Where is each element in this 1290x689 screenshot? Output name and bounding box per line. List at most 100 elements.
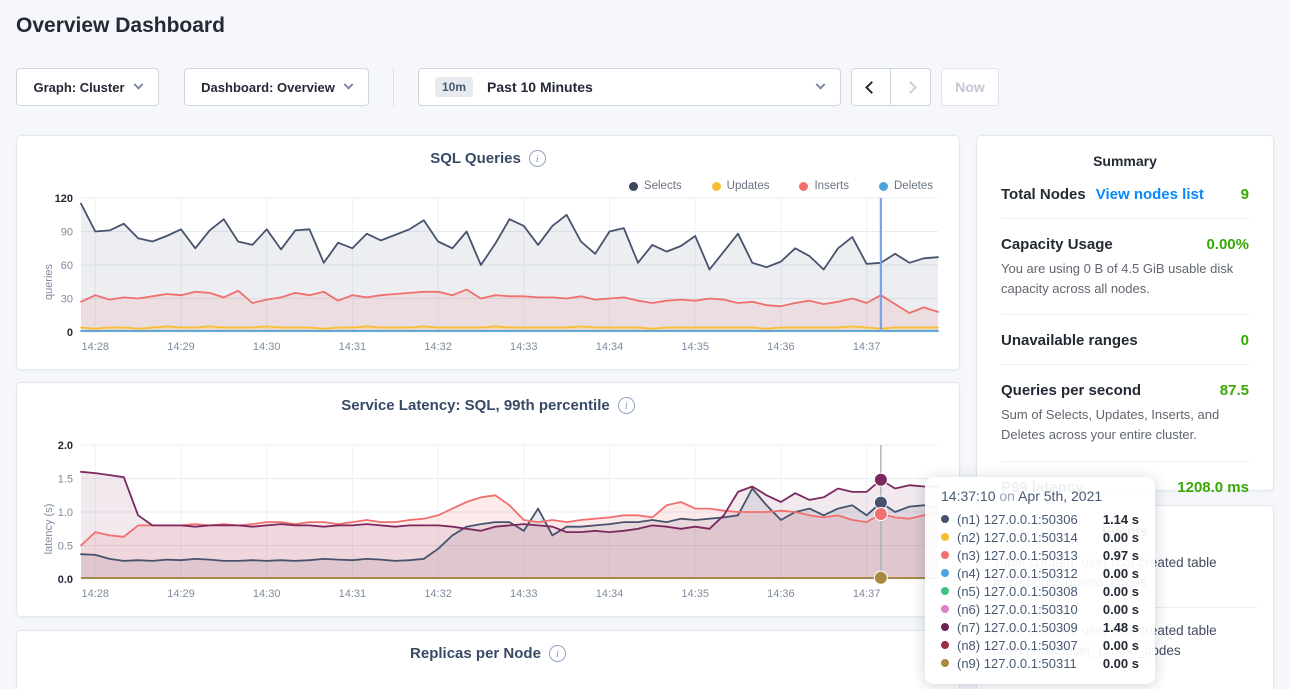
tooltip-node-value: 0.00 s: [1103, 566, 1139, 581]
svg-text:14:37: 14:37: [853, 588, 881, 600]
node-color-dot-icon: [941, 623, 949, 631]
svg-text:90: 90: [61, 227, 73, 239]
chevron-down-icon: [816, 79, 826, 89]
summary-label: Unavailable ranges: [1001, 332, 1138, 349]
tooltip-node-row: (n8) 127.0.0.1:50307 0.00 s: [941, 636, 1139, 654]
time-range-label: Past 10 Minutes: [487, 79, 593, 95]
time-next-button[interactable]: [891, 68, 931, 106]
tooltip-node-value: 1.48 s: [1103, 620, 1139, 635]
summary-value: 9: [1241, 186, 1249, 203]
tooltip-node-value: 0.00 s: [1103, 584, 1139, 599]
sql-queries-panel: SQL Queries i SelectsUpdatesInsertsDelet…: [16, 135, 960, 370]
sql-queries-chart-title: SQL Queries: [430, 150, 521, 167]
svg-text:14:35: 14:35: [681, 588, 709, 600]
svg-text:1.5: 1.5: [58, 474, 73, 486]
tooltip-node-row: (n2) 127.0.0.1:503140.00 s: [941, 528, 1139, 546]
summary-row-capacity-usage: Capacity Usage 0.00% You are using 0 B o…: [1001, 219, 1249, 315]
svg-text:0: 0: [67, 327, 73, 339]
time-prev-button[interactable]: [851, 68, 891, 106]
node-color-dot-icon: [941, 587, 949, 595]
sql-queries-chart: queries 030609012014:2814:2914:3014:3114…: [35, 188, 945, 361]
dashboard-dropdown-label: Dashboard: Overview: [201, 80, 335, 95]
time-range-badge: 10m: [435, 77, 473, 97]
tooltip-node-row: (n1) 127.0.0.1:503061.14 s: [941, 510, 1139, 528]
page-title: Overview Dashboard: [16, 14, 225, 38]
tooltip-node-label: (n3) 127.0.0.1:50313: [957, 548, 1078, 563]
svg-text:14:33: 14:33: [510, 588, 538, 600]
time-range-dropdown[interactable]: 10m Past 10 Minutes: [418, 68, 841, 106]
svg-text:14:37: 14:37: [853, 341, 881, 353]
chart-hover-tooltip: 14:37:10 on Apr 5th, 2021 (n1) 127.0.0.1…: [925, 477, 1155, 684]
tooltip-timestamp: 14:37:10 on Apr 5th, 2021: [941, 488, 1139, 504]
summary-row-total-nodes: Total Nodes View nodes list 9: [1001, 169, 1249, 219]
replicas-per-node-panel: Replicas per Node i: [16, 630, 960, 689]
svg-text:1.0: 1.0: [58, 507, 73, 519]
summary-desc: You are using 0 B of 4.5 GiB usable disk…: [1001, 259, 1249, 299]
chevron-right-icon: [904, 81, 917, 94]
svg-text:14:28: 14:28: [82, 588, 110, 600]
dashboard-dropdown[interactable]: Dashboard: Overview: [184, 68, 369, 106]
tooltip-node-row: (n4) 127.0.0.1:50312 0.00 s: [941, 564, 1139, 582]
node-color-dot-icon: [941, 551, 949, 559]
graph-dropdown[interactable]: Graph: Cluster: [16, 68, 159, 106]
summary-value: 0.00%: [1206, 236, 1249, 253]
tooltip-node-label: (n7) 127.0.0.1:50309: [957, 620, 1078, 635]
tooltip-node-value: 1.14 s: [1103, 512, 1139, 527]
svg-text:14:30: 14:30: [253, 588, 281, 600]
tooltip-node-label: (n8) 127.0.0.1:50307: [957, 638, 1078, 653]
summary-label: Queries per second: [1001, 382, 1141, 399]
svg-text:120: 120: [55, 193, 73, 205]
chevron-left-icon: [865, 81, 878, 94]
summary-header: Summary: [977, 136, 1273, 169]
info-icon[interactable]: i: [529, 150, 546, 167]
tooltip-node-row: (n3) 127.0.0.1:503130.97 s: [941, 546, 1139, 564]
view-nodes-list-link[interactable]: View nodes list: [1096, 186, 1204, 203]
svg-text:60: 60: [61, 260, 73, 272]
svg-text:2.0: 2.0: [58, 440, 73, 452]
svg-text:14:29: 14:29: [167, 588, 195, 600]
tooltip-node-label: (n5) 127.0.0.1:50308: [957, 584, 1078, 599]
node-color-dot-icon: [941, 659, 949, 667]
summary-value: 0: [1241, 332, 1249, 349]
info-icon[interactable]: i: [549, 645, 566, 662]
node-color-dot-icon: [941, 641, 949, 649]
summary-row-queries-per-second: Queries per second 87.5 Sum of Selects, …: [1001, 365, 1249, 461]
tooltip-node-value: 0.00 s: [1103, 602, 1139, 617]
tooltip-node-label: (n4) 127.0.0.1:50312: [957, 566, 1078, 581]
summary-row-unavailable-ranges: Unavailable ranges 0: [1001, 315, 1249, 365]
node-color-dot-icon: [941, 533, 949, 541]
summary-label: Capacity Usage: [1001, 236, 1113, 253]
svg-text:14:31: 14:31: [339, 588, 367, 600]
node-color-dot-icon: [941, 515, 949, 523]
tooltip-node-label: (n6) 127.0.0.1:50310: [957, 602, 1078, 617]
svg-text:14:35: 14:35: [681, 341, 709, 353]
info-icon[interactable]: i: [618, 397, 635, 414]
summary-value: 1208.0 ms: [1177, 479, 1249, 496]
summary-label: Total Nodes: [1001, 186, 1086, 203]
service-latency-plot[interactable]: 0.00.51.01.52.014:2814:2914:3014:3114:32…: [35, 435, 945, 603]
svg-text:14:28: 14:28: [82, 341, 110, 353]
sql-queries-plot[interactable]: 030609012014:2814:2914:3014:3114:3214:33…: [35, 188, 945, 356]
svg-text:14:31: 14:31: [339, 341, 367, 353]
graph-dropdown-label: Graph: Cluster: [33, 80, 124, 95]
service-latency-panel: Service Latency: SQL, 99th percentile i …: [16, 382, 960, 617]
toolbar-divider: [393, 68, 394, 106]
now-button[interactable]: Now: [941, 68, 999, 106]
tooltip-node-row: (n7) 127.0.0.1:50309 1.48 s: [941, 618, 1139, 636]
chevron-down-icon: [133, 79, 143, 89]
summary-panel: Summary Total Nodes View nodes list 9 Ca…: [976, 135, 1274, 491]
svg-text:14:34: 14:34: [596, 588, 624, 600]
y-axis-title: latency (s): [43, 489, 55, 569]
summary-desc: Sum of Selects, Updates, Inserts, and De…: [1001, 405, 1249, 445]
svg-text:14:34: 14:34: [596, 341, 624, 353]
tooltip-node-row: (n6) 127.0.0.1:50310 0.00 s: [941, 600, 1139, 618]
node-color-dot-icon: [941, 569, 949, 577]
svg-text:14:33: 14:33: [510, 341, 538, 353]
svg-text:30: 30: [61, 294, 73, 306]
service-latency-chart: latency (s) 0.00.51.01.52.014:2814:2914:…: [35, 435, 945, 608]
summary-value: 87.5: [1220, 382, 1249, 399]
tooltip-node-value: 0.00 s: [1103, 656, 1139, 671]
tooltip-node-value: 0.00 s: [1103, 638, 1139, 653]
tooltip-node-row: (n9) 127.0.0.1:503110.00 s: [941, 654, 1139, 672]
replicas-chart-title: Replicas per Node: [410, 645, 541, 662]
